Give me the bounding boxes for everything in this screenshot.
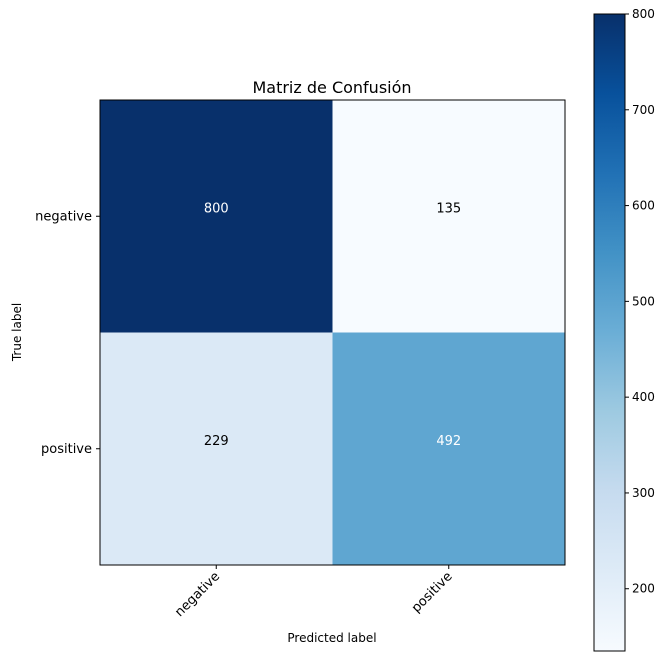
cell-value-label: 492 [436,434,461,449]
colorbar-tick-label: 300 [632,486,655,500]
y-axis-label: True label [10,303,24,362]
colorbar-tick-label: 200 [632,582,655,596]
cell-value-label: 135 [436,201,461,216]
heatmap-cells: 800 135 229 492 [100,100,565,565]
cell-value-label: 800 [204,201,229,216]
chart-title: Matriz de Confusión [252,78,411,97]
colorbar-tick-label: 700 [632,103,655,117]
x-tick-label: negative [172,569,223,620]
colorbar-ticks: 200 300 400 500 600 700 800 [625,7,655,596]
colorbar-tick-label: 600 [632,199,655,213]
colorbar [593,13,626,652]
x-tick-label: positive [409,569,456,616]
heatmap-cell [332,100,565,333]
y-tick-label: negative [35,209,92,224]
colorbar-tick-label: 800 [632,7,655,21]
colorbar-tick-label: 500 [632,294,655,308]
y-tick-label: positive [41,442,92,457]
heatmap-cell [100,100,333,333]
y-axis-ticks: negative positive [35,209,100,457]
plot-frame [99,99,566,566]
x-axis-label: Predicted label [287,631,376,645]
heatmap-cell [100,332,333,565]
heatmap-cell [332,332,565,565]
colorbar-tick-label: 400 [632,390,655,404]
cell-value-label: 229 [204,434,229,449]
x-axis-ticks: negative positive [172,565,456,620]
